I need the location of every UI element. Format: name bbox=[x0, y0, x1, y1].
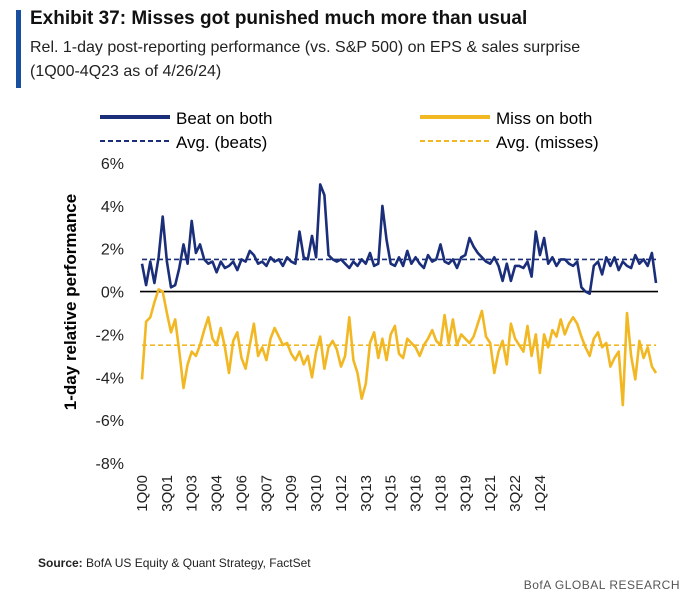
y-tick-label: -8% bbox=[96, 456, 124, 473]
series-line-beat-on-both bbox=[140, 183, 658, 295]
x-tick-label: 3Q19 bbox=[457, 475, 474, 512]
x-tick-label: 3Q22 bbox=[507, 475, 524, 512]
subtitle-line-1: Rel. 1-day post-reporting performance (v… bbox=[30, 39, 581, 56]
x-ticks: 1Q00 3Q01 1Q03 3Q04 1Q06 3Q07 1Q09 3Q10 1Q12 3Q13… bbox=[134, 475, 549, 512]
source-text: BofA US Equity & Quant Strategy, FactSet bbox=[86, 556, 311, 570]
source-label: Source: bbox=[38, 556, 83, 570]
x-tick-label: 1Q06 bbox=[233, 475, 250, 512]
x-tick-label: 3Q07 bbox=[258, 475, 275, 512]
x-tick-label: 1Q09 bbox=[283, 475, 300, 512]
legend-label-avg-beats: Avg. (beats) bbox=[176, 133, 267, 152]
x-tick-label: 1Q03 bbox=[184, 475, 201, 512]
series-line-miss-on-both bbox=[140, 288, 658, 407]
chart-title: Exhibit 37: Misses got punished much mor… bbox=[30, 8, 528, 29]
y-ticks: 6% 4% 2% 0% -2% -4% -6% -8% bbox=[96, 156, 124, 473]
brand-footer: BofA GLOBAL RESEARCH bbox=[523, 578, 680, 592]
title-accent-bar bbox=[16, 10, 21, 88]
x-tick-label: 3Q01 bbox=[159, 475, 176, 512]
y-tick-label: 4% bbox=[101, 199, 124, 216]
x-tick-label: 1Q21 bbox=[482, 475, 499, 512]
y-tick-label: 6% bbox=[101, 156, 124, 173]
legend-label-miss: Miss on both bbox=[496, 109, 592, 128]
y-tick-label: 2% bbox=[101, 242, 124, 259]
x-tick-label: 3Q04 bbox=[209, 475, 226, 512]
y-axis-label: 1-day relative performance bbox=[61, 194, 80, 410]
x-tick-label: 1Q18 bbox=[432, 475, 449, 512]
x-tick-label: 3Q16 bbox=[408, 475, 425, 512]
legend-label-avg-misses: Avg. (misses) bbox=[496, 133, 599, 152]
x-tick-label: 1Q12 bbox=[333, 475, 350, 512]
y-tick-label: -6% bbox=[96, 413, 124, 430]
legend-label-beat: Beat on both bbox=[176, 109, 272, 128]
y-tick-label: 0% bbox=[101, 285, 124, 302]
source-note: Source: BofA US Equity & Quant Strategy,… bbox=[38, 556, 311, 570]
x-tick-label: 3Q13 bbox=[358, 475, 375, 512]
x-tick-label: 3Q10 bbox=[308, 475, 325, 512]
x-tick-label: 1Q24 bbox=[532, 475, 549, 512]
legend: Beat on both Miss on both Avg. (beats) A… bbox=[100, 109, 599, 152]
y-tick-label: -4% bbox=[96, 370, 124, 387]
x-tick-label: 1Q00 bbox=[134, 475, 151, 512]
y-tick-label: -2% bbox=[96, 327, 124, 344]
x-tick-label: 1Q15 bbox=[383, 475, 400, 512]
chart-subtitle: Rel. 1-day post-reporting performance (v… bbox=[30, 36, 690, 84]
subtitle-line-2: (1Q00-4Q23 as of 4/26/24) bbox=[30, 63, 222, 80]
